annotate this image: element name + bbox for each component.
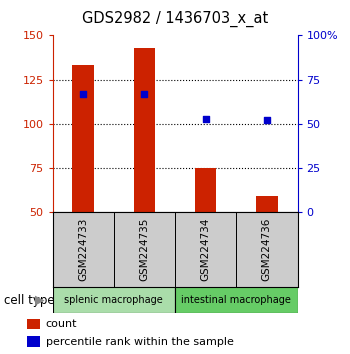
- Bar: [114, 212, 175, 287]
- Text: intestinal macrophage: intestinal macrophage: [181, 295, 291, 305]
- Bar: [195, 168, 216, 212]
- Text: GSM224735: GSM224735: [139, 218, 149, 281]
- Text: GSM224734: GSM224734: [201, 218, 211, 281]
- Text: ▶: ▶: [35, 293, 45, 307]
- Bar: [52, 212, 114, 287]
- Text: splenic macrophage: splenic macrophage: [64, 295, 163, 305]
- Text: percentile rank within the sample: percentile rank within the sample: [46, 337, 234, 347]
- Point: [141, 91, 147, 97]
- Text: GDS2982 / 1436703_x_at: GDS2982 / 1436703_x_at: [82, 11, 268, 27]
- Point: [80, 91, 86, 97]
- Bar: [134, 48, 155, 212]
- Bar: [27, 336, 40, 347]
- Bar: [175, 287, 298, 313]
- Bar: [27, 319, 40, 329]
- Bar: [175, 212, 236, 287]
- Text: GSM224736: GSM224736: [262, 218, 272, 281]
- Bar: [52, 287, 175, 313]
- Bar: [72, 65, 94, 212]
- Text: GSM224733: GSM224733: [78, 218, 88, 281]
- Bar: [256, 196, 278, 212]
- Text: count: count: [46, 319, 77, 329]
- Text: cell type: cell type: [4, 293, 54, 307]
- Bar: [236, 212, 298, 287]
- Point: [264, 118, 270, 123]
- Point: [203, 116, 209, 121]
